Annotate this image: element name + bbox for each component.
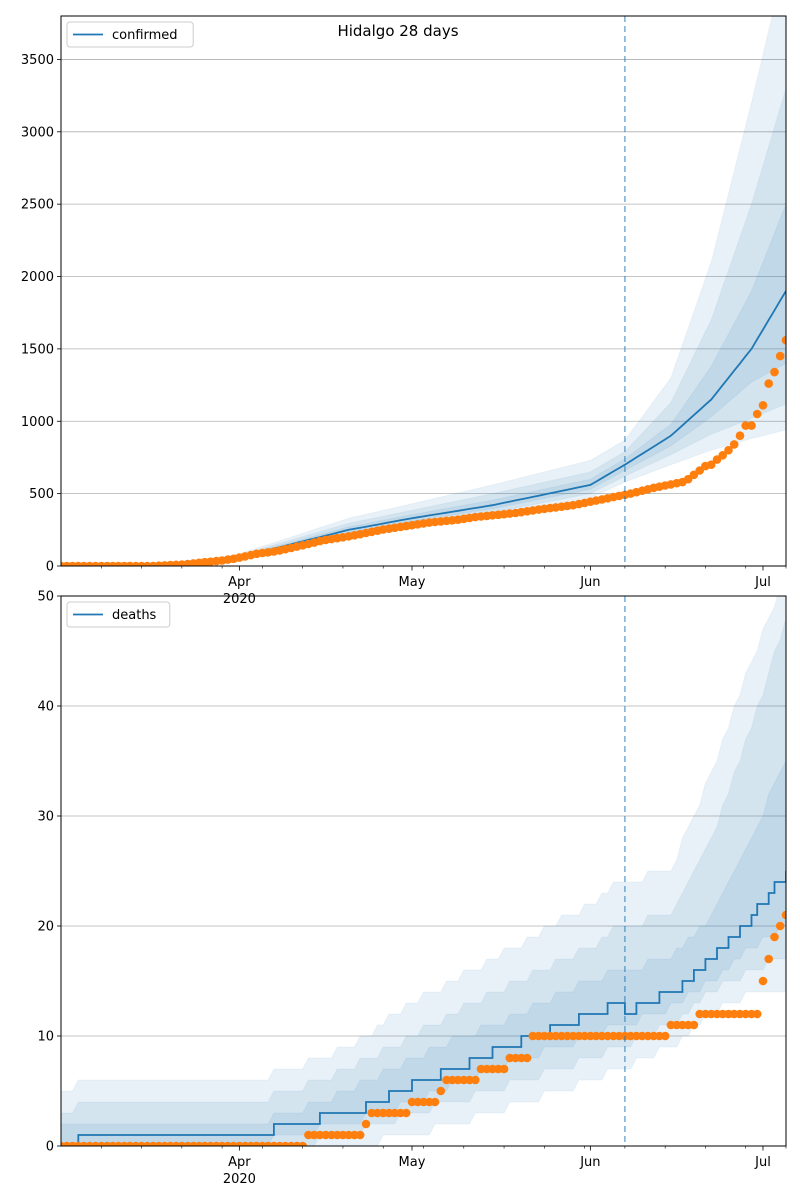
y-tick-label: 0 xyxy=(46,560,54,575)
observed-point xyxy=(471,1075,480,1085)
observed-point xyxy=(436,1086,446,1096)
y-tick-label: 10 xyxy=(37,1030,54,1045)
x-tick-label: Jul xyxy=(754,1155,771,1170)
observed-point xyxy=(770,932,779,942)
deaths-panel: 0 10 20 30 40 50 Apr 2020 May Jun Jul deaths xyxy=(37,590,787,1187)
observed-point xyxy=(689,1020,699,1030)
inner-band xyxy=(61,760,786,1146)
observed-point xyxy=(660,1031,670,1041)
y-tick-label: 30 xyxy=(37,810,54,825)
x-tick-label: Jul xyxy=(754,575,771,590)
confirmed-legend: confirmed xyxy=(66,21,194,48)
observed-point xyxy=(752,1009,762,1019)
observed-point xyxy=(522,1053,532,1063)
y-tick-label: 50 xyxy=(37,590,54,605)
observed-point xyxy=(781,335,786,345)
observed-point xyxy=(747,421,756,430)
observed-point xyxy=(706,460,716,470)
observed-point xyxy=(401,1108,411,1118)
observed-point xyxy=(781,910,786,920)
x-tick-label: Jun xyxy=(579,575,600,590)
observed-point xyxy=(430,1097,440,1107)
x-tick-sublabel: 2020 xyxy=(223,1172,256,1187)
x-tick-label: May xyxy=(399,575,426,590)
observed-point xyxy=(752,409,762,419)
y-tick-label: 2000 xyxy=(21,270,54,285)
legend-box xyxy=(66,601,171,628)
outer-band xyxy=(61,596,786,1146)
y-tick-label: 0 xyxy=(46,1140,54,1155)
observed-point xyxy=(770,367,779,377)
observed-point xyxy=(361,1119,371,1129)
x-tick-label: Apr xyxy=(228,1155,251,1170)
observed-point xyxy=(764,379,773,388)
legend-label: confirmed xyxy=(112,28,178,43)
x-tick-label: Jun xyxy=(579,1155,600,1170)
observed-point xyxy=(758,401,768,410)
plot-area xyxy=(61,596,786,1146)
observed-point xyxy=(775,351,785,361)
observed-point xyxy=(758,976,768,986)
plot-area xyxy=(61,16,786,566)
y-tick-label: 40 xyxy=(37,700,54,715)
deaths-legend: deaths xyxy=(66,601,171,628)
y-tick-label: 1500 xyxy=(21,342,54,357)
y-tick-label: 1000 xyxy=(21,415,54,430)
observed-point xyxy=(298,1141,307,1146)
observed-point xyxy=(775,921,785,931)
observed-point xyxy=(499,1064,509,1074)
observed-point xyxy=(764,954,773,964)
deaths-median-line xyxy=(61,871,786,1146)
x-tick-label: May xyxy=(399,1155,426,1170)
observed-point xyxy=(729,440,739,449)
observed-point xyxy=(718,451,727,460)
y-tick-label: 500 xyxy=(29,487,54,502)
y-tick-label: 20 xyxy=(37,920,54,935)
y-tick-label: 3500 xyxy=(21,53,54,68)
y-tick-label: 3000 xyxy=(21,125,54,140)
y-tick-label: 2500 xyxy=(21,198,54,213)
legend-box xyxy=(66,21,194,48)
x-tick-sublabel: 2020 xyxy=(223,592,256,607)
observed-point xyxy=(355,1130,365,1140)
x-tick-label: Apr xyxy=(228,575,251,590)
chart-title: Hidalgo 28 days xyxy=(337,22,458,40)
legend-label: deaths xyxy=(112,608,157,623)
observed-point xyxy=(735,431,745,441)
observed-point xyxy=(724,445,733,455)
confirmed-panel: 0 500 1000 1500 2000 2500 3000 3500 Apr 2020 May Ju… xyxy=(21,15,787,607)
